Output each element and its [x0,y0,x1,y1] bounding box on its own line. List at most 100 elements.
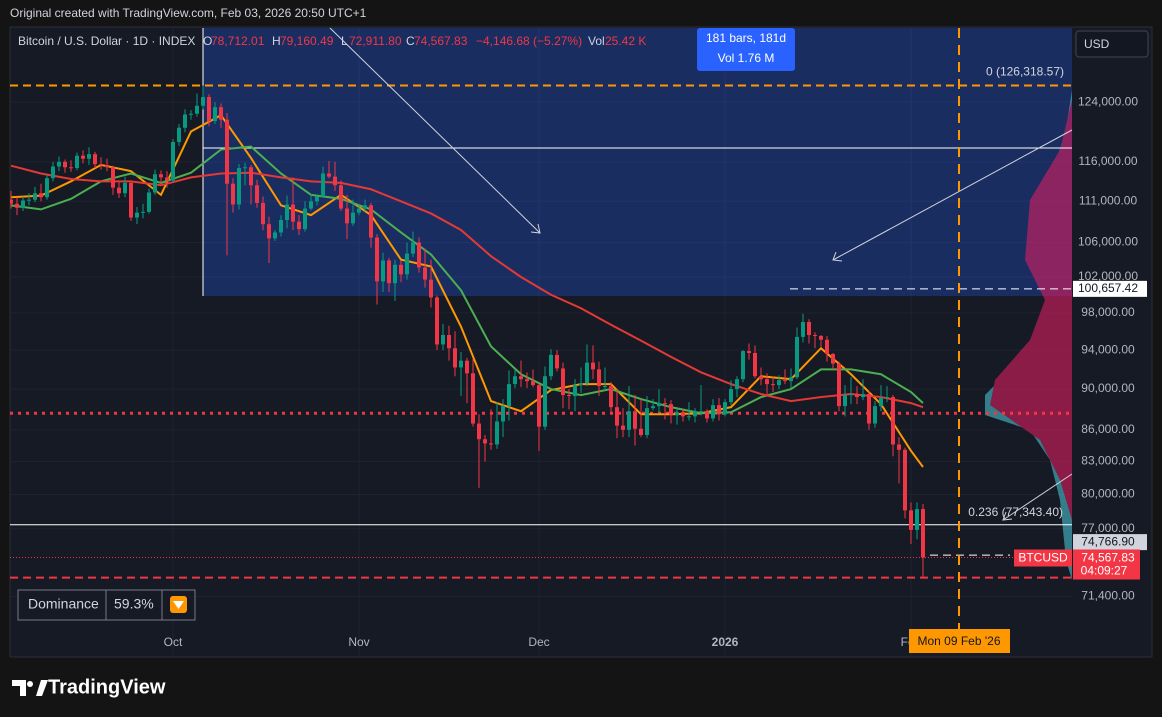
candle-body [771,384,775,386]
candle-body [303,208,307,230]
measure-range [203,28,1072,296]
candle-body [777,380,781,386]
candle-body [741,351,745,380]
x-tick-label: Dec [528,635,549,649]
candle-body [507,384,511,407]
legend-key: L [341,34,348,48]
candle-body [69,167,73,169]
candle-body [483,439,487,444]
candle-body [519,376,523,380]
candle-body [57,161,61,167]
legend-volume: 25.42 K [605,34,646,48]
candle-body [783,380,787,382]
candle-body [759,376,763,380]
candle-body [411,242,415,254]
candle-body [489,443,493,445]
countdown: 04:09:27 [1081,564,1128,578]
candle-body [747,351,751,353]
candle-body [591,362,595,370]
candle-body [735,379,739,390]
candle-body [885,397,889,399]
candle-body [255,185,259,203]
candle-body [285,204,289,221]
candle-body [321,173,325,197]
candle-body [663,403,667,405]
candle-body [381,260,385,282]
candle-body [873,406,877,424]
candle-body [525,379,529,382]
candle-body [261,202,265,225]
candle-body [363,205,367,209]
candle-body [753,352,757,377]
candle-body [189,113,193,115]
candle-body [561,368,565,396]
x-tick-label: 2026 [712,635,739,649]
candle-body [879,398,883,407]
candle-body [399,264,403,275]
candle-body [213,107,217,122]
candle-body [273,232,277,239]
candle-body [855,394,859,398]
candle-body [435,297,439,345]
candle-body [555,354,559,369]
level-label: 74,766.90 [1081,534,1135,548]
candle-body [645,408,649,435]
candle-body [705,411,709,419]
candle-body [315,196,319,202]
legend-key: O [203,34,212,48]
candle-body [495,421,499,445]
level-label: 100,657.42 [1078,281,1138,295]
candle-body [531,381,535,386]
y-tick-label: 80,000.00 [1081,487,1135,501]
currency-button[interactable] [1075,30,1149,58]
candle-body [243,167,247,169]
measure-bars: 181 bars, 181d [706,31,786,45]
candle-body [237,168,241,205]
candle-body [765,379,769,385]
candle-body [813,335,817,337]
candle-body [309,201,313,209]
candle-body [33,193,37,200]
candle-body [267,224,271,239]
brand-logo [12,680,48,696]
candle-body [135,212,139,218]
candle-body [345,208,349,224]
candle-body [423,267,427,280]
currency[interactable]: USD [1084,37,1110,51]
measure-box [697,28,795,71]
candle-body [165,177,169,181]
candle-body [153,174,157,193]
candle-body [501,406,505,422]
candle-body [93,154,97,165]
candle-body [711,405,715,419]
candle-body [627,411,631,430]
candle-body [111,167,115,188]
grid [10,28,1072,656]
candle-body [327,173,331,177]
legend-change: −4,146.68 (−5.27%) [476,34,582,48]
date-marker-box [909,629,1010,653]
y-tick-label: 71,400.00 [1081,589,1135,603]
dominance-value: 59.3% [114,596,154,612]
candle-body [615,407,619,426]
legend-value: 78,712.01 [211,34,265,48]
candle-body [117,187,121,194]
y-tick-label: 90,000.00 [1081,381,1135,395]
last-price-box [1073,549,1140,580]
y-tick-label: 83,000.00 [1081,454,1135,468]
candle-body [867,394,871,424]
candle-body [297,221,301,230]
candle-body [351,212,355,224]
candle-body [471,373,475,424]
last-price-label: 74,567.83 [1081,551,1135,565]
candle-body [231,183,235,205]
legend-key: H [272,34,281,48]
y-tick-label: 111,000.00 [1079,193,1138,207]
candle-body [159,174,163,178]
candle-body [99,164,103,166]
candle-body [207,97,211,122]
candle-body [669,404,673,416]
candle-body [807,322,811,336]
candle-body [195,105,199,114]
